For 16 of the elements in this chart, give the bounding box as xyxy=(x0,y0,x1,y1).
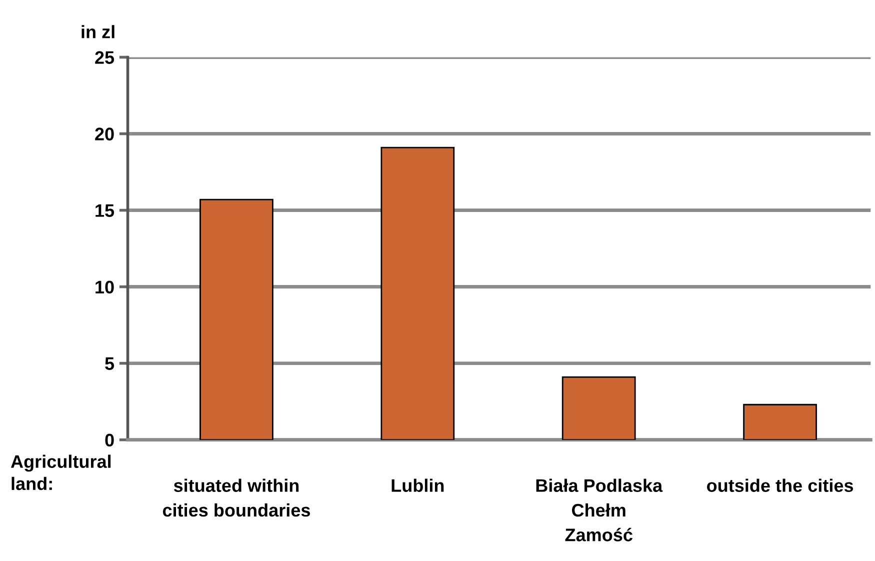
x-tick-label: situated within cities boundaries xyxy=(162,478,310,517)
y-tick-label: 5 xyxy=(105,357,114,370)
y-axis-title: in zl xyxy=(82,25,114,38)
y-tick-label: 25 xyxy=(95,51,114,64)
y-tick-label: 0 xyxy=(105,434,114,447)
y-tick-label: 15 xyxy=(96,204,114,217)
y-tick-label: 20 xyxy=(95,128,114,140)
text: Agricultural land: xyxy=(10,454,111,490)
bar xyxy=(562,376,636,440)
bar xyxy=(200,198,274,440)
x-tick-label: Biała Podlaska Chełm Zamość xyxy=(536,478,663,542)
x-tick-label: outside the cities xyxy=(707,478,854,492)
bar xyxy=(380,146,455,440)
x-tick-label: Lublin xyxy=(392,478,444,492)
y-tick-label: 10 xyxy=(96,280,114,294)
bar xyxy=(743,404,817,440)
